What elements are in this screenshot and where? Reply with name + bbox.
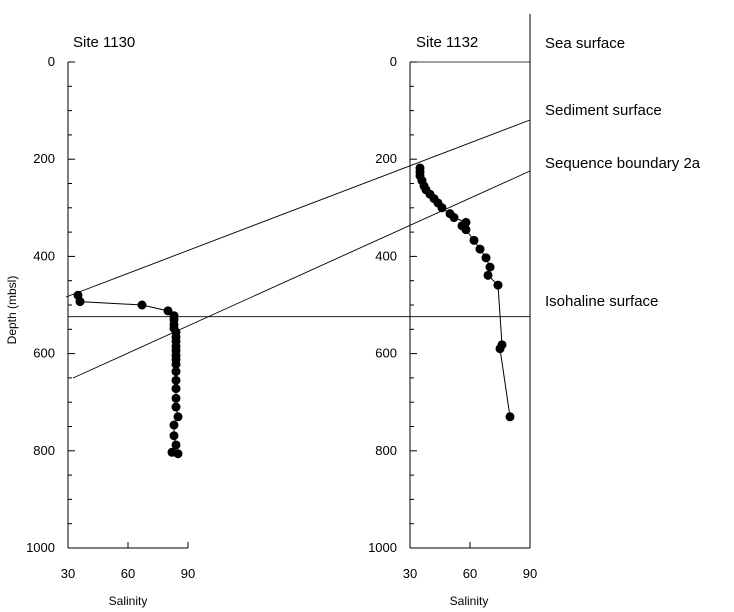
sequence-boundary-2a-line <box>72 170 531 379</box>
data-point <box>469 235 479 245</box>
data-point <box>173 412 183 422</box>
data-point <box>495 344 505 354</box>
x-tick-label: 30 <box>61 566 75 581</box>
series-line <box>77 295 179 455</box>
label-sea-surface: Sea surface <box>545 35 625 52</box>
data-point <box>169 420 179 430</box>
site-1130-title: Site 1130 <box>73 34 135 51</box>
annotation-lines <box>65 61 531 379</box>
data-point <box>449 213 459 223</box>
data-point <box>171 440 181 450</box>
site-1132-title: Site 1132 <box>416 34 478 51</box>
y-tick-label: 400 <box>33 248 55 263</box>
sediment-surface-line <box>65 119 531 298</box>
series-line <box>419 167 511 417</box>
data-point <box>171 375 181 385</box>
x-tick-label: 30 <box>403 566 417 581</box>
data-point <box>493 280 503 290</box>
data-point <box>475 244 485 254</box>
data-point <box>505 412 515 422</box>
label-isohaline-surface: Isohaline surface <box>545 293 658 310</box>
data-point <box>171 402 181 412</box>
data-point <box>461 225 471 235</box>
data-point <box>171 359 181 369</box>
data-point <box>483 270 493 280</box>
data-point <box>171 384 181 394</box>
y-tick-label: 600 <box>375 346 397 361</box>
data-point <box>163 306 173 316</box>
data-point <box>485 262 495 272</box>
y-tick-label: 0 <box>48 54 55 69</box>
x-axis-title-site-1132: Salinity <box>450 594 489 608</box>
y-tick-label: 400 <box>375 248 397 263</box>
y-tick-label: 800 <box>33 443 55 458</box>
y-tick-label: 600 <box>33 346 55 361</box>
x-tick-label: 60 <box>463 566 477 581</box>
y-tick-label: 200 <box>375 151 397 166</box>
data-point <box>171 367 181 377</box>
data-point <box>75 297 85 307</box>
y-tick-label: 800 <box>375 443 397 458</box>
panel-site-1130: Site 1130 0 200 400 600 800 1000 30 60 90 <box>26 34 195 581</box>
label-sediment-surface: Sediment surface <box>545 102 662 119</box>
x-tick-label: 60 <box>121 566 135 581</box>
x-tick-label: 90 <box>523 566 537 581</box>
y-tick-label: 1000 <box>26 540 55 555</box>
label-sequence-boundary-2a: Sequence boundary 2a <box>545 155 701 172</box>
y-tick-label: 200 <box>33 151 55 166</box>
x-tick-label: 90 <box>181 566 195 581</box>
data-point <box>481 253 491 263</box>
data-point <box>171 393 181 403</box>
y-tick-label: 0 <box>390 54 397 69</box>
y-tick-label: 1000 <box>368 540 397 555</box>
y-axis-title: Depth (mbsl) <box>5 276 19 345</box>
data-point <box>169 431 179 441</box>
panel-site-1132: Site 1132 0 200 400 600 800 1000 30 60 90 <box>368 34 537 581</box>
data-point <box>173 449 183 459</box>
x-axis-title-site-1130: Salinity <box>109 594 148 608</box>
data-point <box>137 300 147 310</box>
